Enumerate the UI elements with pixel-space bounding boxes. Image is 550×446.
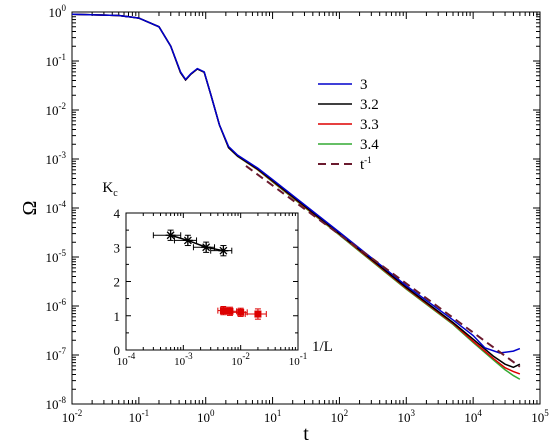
x-tick-label-base: 10 (129, 410, 142, 425)
inset-y-axis-title-base: K (102, 180, 113, 196)
x-tick-label: 101 (264, 408, 282, 425)
inset-x-tick-label: 10-1 (289, 351, 308, 368)
x-tick-label-exponent: 3 (411, 408, 416, 418)
x-tick-label-base: 10 (62, 410, 75, 425)
inset-x-tick-label-base: 10 (231, 356, 243, 368)
y-tick-label: 10-8 (46, 395, 67, 412)
x-tick-label: 100 (197, 408, 215, 425)
x-tick-label: 10-1 (129, 408, 150, 425)
y-tick-label-base: 10 (46, 54, 59, 69)
y-tick-label-exponent: -7 (59, 346, 67, 356)
inset-star-marker (201, 242, 212, 253)
inset-x-tick-label: 10-2 (231, 351, 250, 368)
y-tick-label-base: 10 (46, 103, 59, 118)
inset-square-marker (219, 307, 227, 315)
y-tick-label-exponent: -2 (59, 101, 67, 111)
inset-x-tick-label-base: 10 (289, 356, 301, 368)
x-tick-label-exponent: 5 (544, 408, 549, 418)
inset-star-marker (182, 235, 193, 246)
y-tick-label: 10-5 (46, 248, 67, 265)
inset-star-marker (218, 245, 229, 256)
series-line-0 (71, 13, 521, 354)
y-tick-label-exponent: -3 (59, 150, 67, 160)
inset-x-tick-label: 10-3 (174, 351, 193, 368)
inset-frame (125, 212, 299, 351)
inset-star-marker (165, 230, 176, 241)
inset-y-tick-label: 4 (114, 206, 121, 221)
inset-x-tick-label-exponent: -2 (242, 351, 250, 361)
inset-x-axis-title: 1/L (312, 339, 333, 355)
x-tick-label-exponent: 4 (477, 408, 482, 418)
legend-label-0: 3 (360, 77, 368, 93)
y-tick-label-exponent: -8 (59, 395, 67, 405)
y-tick-label: 10-7 (46, 346, 67, 363)
inset-square-marker (237, 308, 245, 316)
y-tick-label-base: 10 (46, 348, 59, 363)
y-tick-label-base: 10 (46, 397, 59, 412)
inset-y-tick-label: 0 (114, 343, 121, 358)
y-axis-title: Ω (19, 201, 41, 216)
x-tick-label-base: 10 (398, 410, 411, 425)
y-tick-label: 10-2 (46, 101, 67, 118)
y-tick-label: 10-3 (46, 150, 67, 167)
legend: 3 3.2 3.3 3.4 t-1 (318, 77, 379, 173)
y-tick-label-exponent: -1 (59, 52, 67, 62)
x-tick-label-base: 10 (197, 410, 210, 425)
x-tick-label: 10-2 (62, 408, 83, 425)
y-tick-label-exponent: 0 (62, 3, 67, 13)
series-line-4 (245, 165, 521, 368)
x-tick-label: 102 (331, 408, 349, 425)
x-tick-label: 103 (398, 408, 416, 425)
inset-y-axis-title: Kc (102, 180, 118, 199)
inset-x-tick-label-exponent: -1 (300, 351, 308, 361)
legend-label-2: 3.3 (360, 117, 379, 133)
legend-label-4-base: t (360, 157, 365, 173)
y-tick-label: 100 (49, 3, 67, 20)
x-tick-label-exponent: -1 (142, 408, 150, 418)
y-tick-label: 10-1 (46, 52, 67, 69)
y-tick-label-base: 10 (49, 5, 62, 20)
x-tick-label: 104 (464, 408, 482, 425)
y-tick-label: 10-6 (46, 297, 67, 314)
inset-y-tick-label: 2 (114, 275, 121, 290)
x-tick-label-base: 10 (531, 410, 544, 425)
main-plot: 10-2 10-1 100 101 102 103 104 10510010-110-210-… (19, 3, 549, 445)
legend-label-3: 3.4 (360, 137, 379, 153)
x-axis-title: t (303, 423, 309, 445)
y-tick-label-base: 10 (46, 250, 59, 265)
legend-label-4: t-1 (360, 155, 372, 173)
x-tick-label-exponent: 1 (277, 408, 282, 418)
y-tick-label-exponent: -6 (59, 297, 67, 307)
inset-x-tick-label-base: 10 (174, 356, 186, 368)
inset-y-tick-label: 3 (114, 240, 121, 255)
inset-square-marker (226, 307, 234, 315)
inset-x-tick-label-exponent: -3 (185, 351, 193, 361)
x-tick-label-base: 10 (464, 410, 477, 425)
legend-label-4-exponent: -1 (364, 155, 372, 165)
inset-x-tick-label-exponent: -4 (128, 351, 136, 361)
x-tick-label-exponent: 0 (210, 408, 215, 418)
y-tick-label-base: 10 (46, 299, 59, 314)
legend-label-1: 3.2 (360, 97, 379, 113)
inset-y-axis-title-subscript: c (113, 188, 118, 199)
x-tick-label: 105 (531, 408, 549, 425)
x-tick-label-exponent: 2 (344, 408, 349, 418)
y-tick-label: 10-4 (46, 199, 67, 216)
inset-y-tick-label: 1 (114, 309, 121, 324)
y-tick-label-base: 10 (46, 152, 59, 167)
x-tick-label-base: 10 (331, 410, 344, 425)
x-tick-label-exponent: -2 (75, 408, 83, 418)
inset-x-tick-label-base: 10 (117, 356, 129, 368)
y-tick-label-base: 10 (46, 201, 59, 216)
inset-x-tick-label: 10-4 (117, 351, 136, 368)
y-tick-label-exponent: -5 (59, 248, 67, 258)
x-tick-label-base: 10 (264, 410, 277, 425)
inset-square-marker (254, 310, 262, 318)
y-tick-label-exponent: -4 (59, 199, 67, 209)
